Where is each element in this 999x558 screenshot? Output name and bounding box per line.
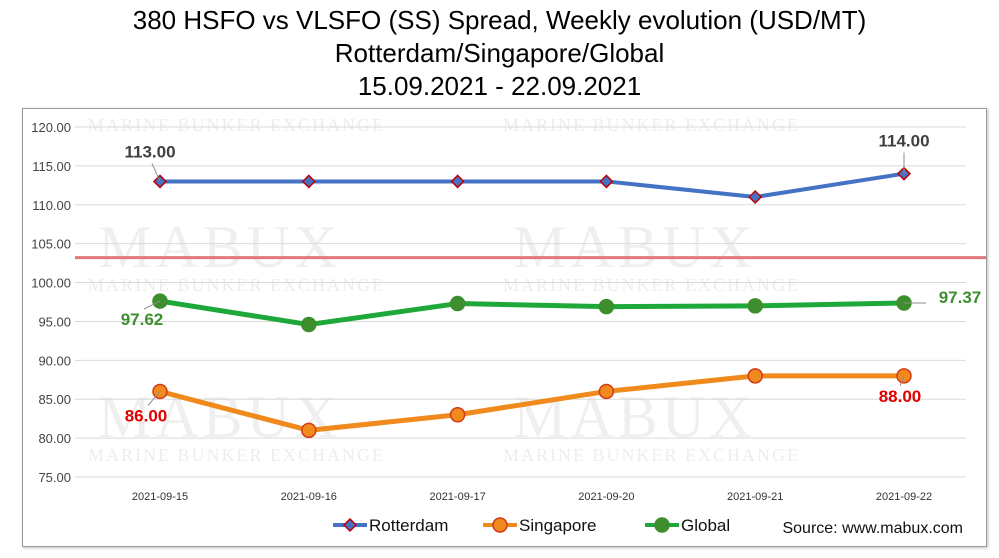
- rotterdam-point: [599, 174, 614, 189]
- rotterdam-data-label: 114.00: [878, 132, 929, 151]
- y-tick-label: 120.00: [31, 120, 71, 135]
- legend-label: Global: [681, 516, 730, 535]
- watermark-sub: MARINE BUNKER EXCHANGE: [503, 115, 800, 135]
- y-tick-label: 95.00: [38, 314, 71, 329]
- data-label-layer: 113.00 114.00 86.00 88.00 97.62 97.37: [121, 132, 982, 426]
- x-tick-label: 2021-09-22: [876, 491, 932, 503]
- legend-marker: [654, 517, 670, 533]
- singapore-point: [598, 383, 615, 400]
- title-line-1: 380 HSFO vs VLSFO (SS) Spread, Weekly ev…: [132, 5, 867, 35]
- global-data-label: 97.62: [121, 310, 164, 329]
- y-tick-label: 100.00: [31, 276, 71, 291]
- watermark-sub: MARINE BUNKER EXCHANGE: [88, 275, 385, 295]
- y-tick-label: 90.00: [38, 353, 71, 368]
- title-line-2: Rotterdam/Singapore/Global: [334, 38, 665, 68]
- legend-label: Rotterdam: [369, 516, 448, 535]
- y-tick-label: 80.00: [38, 431, 71, 446]
- singapore-label-leader: [899, 375, 905, 387]
- watermark-sub: MARINE BUNKER EXCHANGE: [88, 115, 385, 135]
- global-line: [159, 298, 905, 328]
- rotterdam-point: [748, 189, 763, 205]
- legend-item-singapore: Singapore: [483, 516, 597, 535]
- singapore-data-label: 86.00: [125, 406, 168, 425]
- x-tick-label: 2021-09-20: [578, 491, 634, 503]
- watermark-main: MABUX: [98, 109, 341, 120]
- global-point: [598, 298, 615, 315]
- source-text: Source: www.mabux.com: [782, 520, 963, 537]
- watermark-main: MABUX: [98, 214, 341, 280]
- legend-label: Singapore: [519, 516, 597, 535]
- title-line-3: 15.09.2021 - 22.09.2021: [357, 71, 642, 101]
- x-tick-label: 2021-09-15: [132, 491, 188, 503]
- series-layer: [152, 166, 912, 439]
- y-tick-label: 85.00: [38, 392, 71, 407]
- y-tick-label: 115.00: [32, 159, 71, 174]
- legend-marker: [492, 517, 508, 533]
- watermark-sub: MARINE BUNKER EXCHANGE: [503, 445, 800, 465]
- x-tick-label: 2021-09-21: [727, 491, 783, 503]
- legend: Rotterdam Singapore Global: [333, 516, 730, 535]
- x-axis: 2021-09-15 2021-09-16 2021-09-17 2021-09-20…: [132, 491, 932, 503]
- y-tick-label: 75.00: [38, 470, 71, 485]
- x-tick-label: 2021-09-17: [429, 491, 485, 503]
- legend-item-global: Global: [645, 516, 730, 535]
- rotterdam-point: [301, 174, 316, 189]
- y-tick-label: 105.00: [31, 237, 71, 252]
- watermark-main: MABUX: [513, 384, 756, 450]
- chart-title: 380 HSFO vs VLSFO (SS) Spread, Weekly ev…: [0, 4, 999, 103]
- legend-marker: [342, 517, 358, 533]
- singapore-point: [301, 422, 317, 439]
- global-point: [449, 295, 466, 312]
- watermark-main: MABUX: [513, 214, 756, 280]
- singapore-data-label: 88.00: [879, 387, 922, 406]
- global-point: [152, 293, 168, 309]
- watermark-sub: MARINE BUNKER EXCHANGE: [503, 275, 800, 295]
- rotterdam-point: [896, 166, 912, 181]
- watermark-main: MABUX: [513, 109, 756, 120]
- global-point: [747, 298, 763, 314]
- global-point: [301, 316, 317, 333]
- legend-item-rotterdam: Rotterdam: [333, 516, 448, 535]
- y-tick-label: 110.00: [32, 198, 71, 213]
- rotterdam-point: [450, 174, 465, 189]
- global-data-label: 97.37: [939, 288, 982, 307]
- rotterdam-data-label: 113.00: [124, 142, 175, 161]
- watermark-sub: MARINE BUNKER EXCHANGE: [88, 445, 385, 465]
- singapore-line: [159, 373, 904, 433]
- y-axis: 75.00 80.00 85.00 90.00 95.00 100.00 105.00 110…: [31, 120, 71, 485]
- rotterdam-line: [160, 171, 905, 199]
- global-label-leader: [143, 300, 161, 310]
- singapore-label-leader: [147, 391, 161, 406]
- x-tick-label: 2021-09-16: [281, 491, 337, 503]
- grid-layer: [75, 126, 966, 478]
- watermark-main: MABUX: [98, 384, 341, 450]
- rotterdam-label-leader: [151, 163, 161, 182]
- singapore-point: [747, 368, 763, 384]
- singapore-point: [449, 407, 466, 423]
